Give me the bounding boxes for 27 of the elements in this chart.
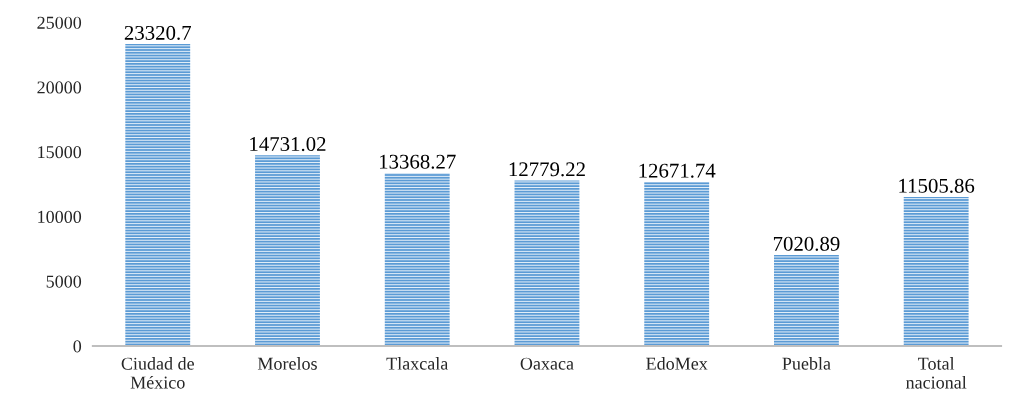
data-label: 13368.27 xyxy=(379,154,456,169)
x-tick-label: Ciudad de México xyxy=(121,357,194,389)
x-tick-label: Tlaxcala xyxy=(386,357,449,370)
x-tick-label: Oaxaca xyxy=(520,357,574,370)
x-tick-label: EdoMex xyxy=(646,357,708,370)
bar xyxy=(514,180,580,346)
x-tick-label: Total nacional xyxy=(906,357,967,389)
y-tick-label: 5000 xyxy=(46,275,82,288)
y-tick-label: 10000 xyxy=(38,210,82,223)
data-label: 23320.7 xyxy=(124,25,191,40)
y-tick-label: 25000 xyxy=(37,16,82,29)
data-label: 12779.22 xyxy=(509,162,585,177)
y-tick-label: 15000 xyxy=(38,146,82,159)
data-label: 12671.74 xyxy=(639,163,716,178)
y-tick-label: 20000 xyxy=(37,81,82,94)
bar xyxy=(903,197,969,346)
bar xyxy=(255,155,320,346)
data-label: 11505.86 xyxy=(899,178,975,193)
bar xyxy=(644,181,710,346)
bar xyxy=(774,255,839,346)
x-tick-label: Puebla xyxy=(782,357,831,370)
data-label: 7020.89 xyxy=(773,236,840,251)
bar xyxy=(384,172,450,346)
y-tick-label: 0 xyxy=(73,340,82,353)
x-tick-label: Morelos xyxy=(257,357,317,370)
bar xyxy=(125,44,191,346)
data-label: 14731.02 xyxy=(250,137,326,152)
